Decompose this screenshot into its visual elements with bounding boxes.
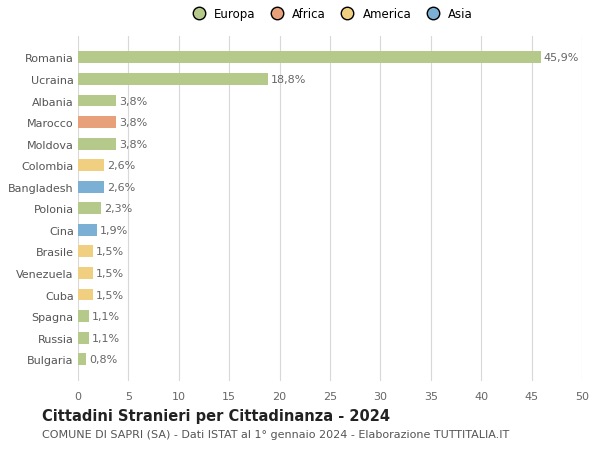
Text: 45,9%: 45,9% <box>544 53 579 63</box>
Bar <box>78 160 104 172</box>
Bar <box>78 353 86 365</box>
Text: 3,8%: 3,8% <box>119 118 148 128</box>
Text: 1,5%: 1,5% <box>96 247 124 257</box>
Text: 1,1%: 1,1% <box>92 311 120 321</box>
Text: 2,6%: 2,6% <box>107 161 136 171</box>
Text: 3,8%: 3,8% <box>119 96 148 106</box>
Bar <box>78 139 116 150</box>
Text: 3,8%: 3,8% <box>119 140 148 149</box>
Legend: Europa, Africa, America, Asia: Europa, Africa, America, Asia <box>187 8 473 21</box>
Bar <box>78 289 93 301</box>
Bar <box>78 74 268 86</box>
Text: 2,6%: 2,6% <box>107 182 136 192</box>
Text: 1,9%: 1,9% <box>100 225 128 235</box>
Bar <box>78 268 93 279</box>
Bar <box>78 310 89 322</box>
Bar <box>78 52 541 64</box>
Bar <box>78 181 104 193</box>
Bar <box>78 332 89 344</box>
Text: 0,8%: 0,8% <box>89 354 118 364</box>
Text: COMUNE DI SAPRI (SA) - Dati ISTAT al 1° gennaio 2024 - Elaborazione TUTTITALIA.I: COMUNE DI SAPRI (SA) - Dati ISTAT al 1° … <box>42 429 509 439</box>
Text: 2,3%: 2,3% <box>104 204 133 214</box>
Text: 1,1%: 1,1% <box>92 333 120 343</box>
Bar <box>78 95 116 107</box>
Text: Cittadini Stranieri per Cittadinanza - 2024: Cittadini Stranieri per Cittadinanza - 2… <box>42 408 390 423</box>
Bar <box>78 117 116 129</box>
Bar <box>78 246 93 258</box>
Text: 1,5%: 1,5% <box>96 269 124 278</box>
Bar <box>78 203 101 215</box>
Text: 18,8%: 18,8% <box>271 75 306 85</box>
Text: 1,5%: 1,5% <box>96 290 124 300</box>
Bar <box>78 224 97 236</box>
